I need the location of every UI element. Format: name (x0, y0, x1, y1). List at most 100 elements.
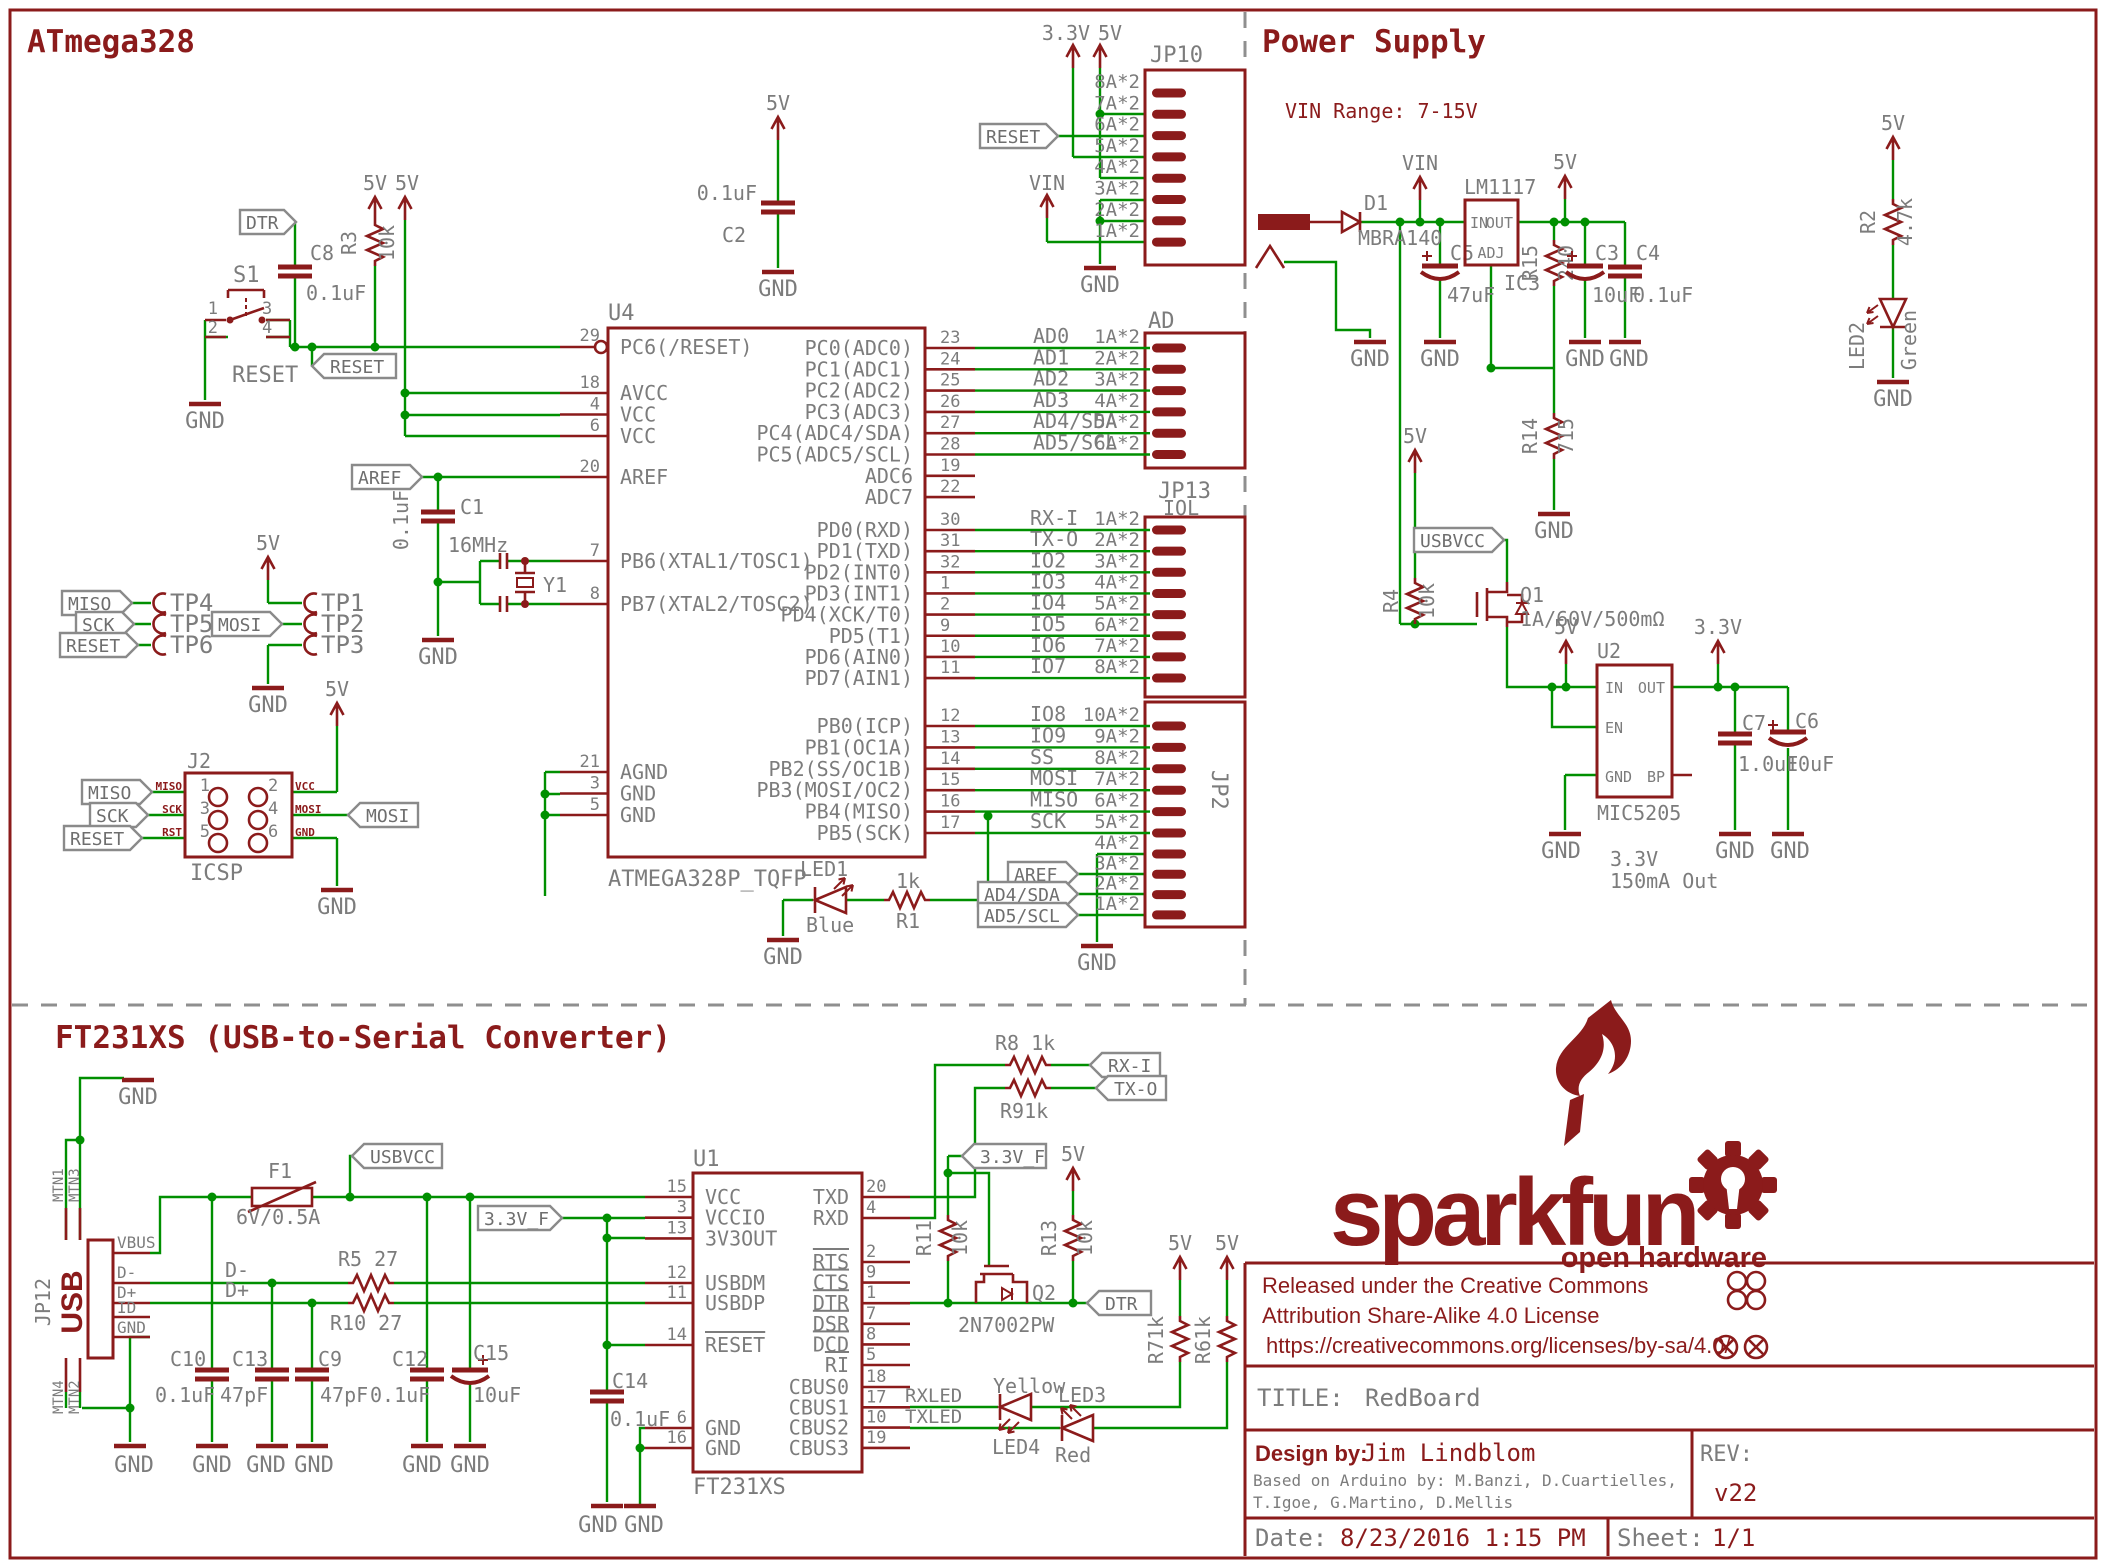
svg-text:1k: 1k (896, 869, 920, 893)
svg-text:LED4: LED4 (992, 1435, 1040, 1459)
svg-text:GND: GND (450, 1453, 490, 1478)
svg-text:5A*2: 5A*2 (1094, 593, 1140, 615)
svg-text:GND: GND (620, 782, 656, 806)
svg-text:SCK: SCK (82, 615, 115, 636)
svg-text:AVCC: AVCC (620, 381, 668, 405)
s1-value: RESET (232, 363, 298, 388)
flag-33vf-q2: 3.3V_F (960, 1142, 1048, 1170)
capacitor-c15: C15 10uF GND (450, 1341, 521, 1478)
svg-text:AREF: AREF (620, 465, 668, 489)
based-on-1: Based on Arduino by: M.Banzi, D.Cuartiel… (1253, 1471, 1677, 1490)
header-jp13-iol: JP13 IOL RX-I 1A*2 TX-O 2A*2 IO2 3A*2 IO3 4A*2 I… (975, 479, 1247, 699)
testpoint-label: TP4 (170, 589, 213, 617)
svg-text:23: 23 (940, 328, 960, 348)
svg-text:MOSI: MOSI (218, 615, 261, 636)
svg-text:R15: R15 (1518, 245, 1542, 281)
svg-text:47pF: 47pF (320, 1383, 368, 1407)
power-vin: VIN (1402, 151, 1438, 202)
svg-text:PD5(T1): PD5(T1) (829, 624, 913, 648)
svg-text:R14: R14 (1518, 418, 1542, 454)
capacitor-c12: C12 0.1uF GND (370, 1347, 444, 1478)
power-5v-u2: 5V (1554, 615, 1578, 666)
svg-text:MOSI: MOSI (366, 806, 409, 827)
svg-text:10k: 10k (1073, 1220, 1097, 1256)
flag-ad5-jp2: AD5/SCL (976, 901, 1080, 929)
svg-text:JP2: JP2 (1206, 770, 1231, 810)
svg-text:GND: GND (624, 1513, 664, 1538)
barrel-jack: GND (1254, 214, 1390, 372)
usb-connector-jp12: JP12 USB VBUS D- D+ ID GND MTN1 MTN3 MTN… (31, 1080, 158, 1478)
flag-dtr-q2: DTR (1085, 1289, 1153, 1317)
header-jp10: JP10 8A*27A*26A*25A*24A*23A*22A*21A*2 3.… (1029, 21, 1247, 298)
svg-text:9A*2: 9A*2 (1094, 725, 1140, 747)
svg-text:USBDP: USBDP (705, 1291, 765, 1315)
svg-text:ADJ: ADJ (1477, 244, 1504, 262)
junctions (1395, 217, 1740, 692)
svg-text:3A*2: 3A*2 (1094, 369, 1140, 391)
svg-text:28: 28 (940, 435, 960, 455)
u4-ref: U4 (608, 301, 635, 326)
resistor-r7: 5V R71k (1144, 1231, 1192, 1364)
svg-text:30: 30 (940, 510, 960, 530)
svg-text:19: 19 (940, 456, 960, 476)
logo-wordmark: sparkfun (1330, 1159, 1695, 1266)
svg-text:GND: GND (578, 1513, 618, 1538)
svg-text:10: 10 (940, 637, 960, 657)
svg-text:GND: GND (1420, 347, 1460, 372)
svg-text:PB1(OC1A): PB1(OC1A) (805, 735, 913, 759)
svg-text:R10 27: R10 27 (330, 1311, 402, 1335)
svg-text:USBVCC: USBVCC (370, 1147, 435, 1168)
svg-text:MIC5205: MIC5205 (1597, 801, 1681, 825)
svg-text:DTR: DTR (246, 213, 279, 234)
svg-text:PC1(ADC1): PC1(ADC1) (805, 357, 913, 381)
header-pin: 2A*2 (1094, 199, 1140, 221)
resistor-r10: D+ R10 27 (225, 1278, 402, 1335)
svg-text:DCD: DCD (813, 1332, 849, 1356)
vin-range-note: VIN Range: 7-15V (1285, 99, 1478, 123)
flag-reset-jp10: RESET (978, 122, 1060, 150)
svg-text:5A*2: 5A*2 (1094, 411, 1140, 433)
wires-green (1284, 160, 1895, 830)
svg-text:150mA Out: 150mA Out (1610, 869, 1718, 893)
svg-text:5V: 5V (766, 91, 790, 115)
svg-text:PB6(XTAL1/TOSC1): PB6(XTAL1/TOSC1) (620, 549, 813, 573)
svg-text:IOL: IOL (1163, 496, 1199, 520)
resistor-r13: 5V R13 10k (1037, 1142, 1097, 1263)
svg-text:R11: R11 (912, 1220, 936, 1256)
resistor-r11: R11 10k (912, 1213, 972, 1263)
svg-text:6: 6 (590, 416, 600, 436)
resistor-r2-led2: 5V R2 4.7k LED2 Green GND (1845, 111, 1921, 412)
header-pin: 4A*2 (1094, 156, 1140, 178)
svg-text:1A/60V/500mΩ: 1A/60V/500mΩ (1520, 607, 1665, 631)
svg-text:GND: GND (763, 945, 803, 970)
svg-text:IN: IN (1470, 214, 1488, 232)
sheet-label: Sheet: (1617, 1524, 1704, 1552)
svg-text:CBUS3: CBUS3 (789, 1436, 849, 1460)
svg-text:1A*2: 1A*2 (1094, 326, 1140, 348)
svg-text:PC0(ADC0): PC0(ADC0) (805, 336, 913, 360)
svg-text:USBDM: USBDM (705, 1271, 765, 1295)
crossed-circle-icons (1713, 1334, 1769, 1360)
svg-text:6: 6 (677, 1408, 687, 1428)
flag-mosi-tp: MOSI (210, 610, 284, 638)
flag-aref: AREF (350, 463, 424, 491)
svg-text:3: 3 (590, 774, 600, 794)
header-pin: 5A*2 (1094, 135, 1140, 157)
svg-text:IC3: IC3 (1504, 271, 1540, 295)
svg-text:D-: D- (117, 1263, 136, 1282)
svg-text:5: 5 (590, 795, 600, 815)
resistor-r4: 5V R4 10k (1379, 424, 1439, 626)
svg-text:MISO: MISO (68, 594, 111, 615)
svg-text:0.1uF: 0.1uF (1633, 283, 1693, 307)
svg-text:ADC7: ADC7 (865, 485, 913, 509)
svg-text:7: 7 (590, 541, 600, 561)
svg-text:DSR: DSR (813, 1312, 850, 1336)
svg-text:Yellow: Yellow (993, 1374, 1066, 1398)
svg-text:1A*2: 1A*2 (1094, 508, 1140, 530)
svg-text:1: 1 (200, 776, 210, 796)
net-label: IO8 (1030, 702, 1066, 726)
svg-text:26: 26 (940, 392, 960, 412)
svg-text:7: 7 (866, 1304, 876, 1324)
svg-text:10: 10 (866, 1408, 886, 1428)
